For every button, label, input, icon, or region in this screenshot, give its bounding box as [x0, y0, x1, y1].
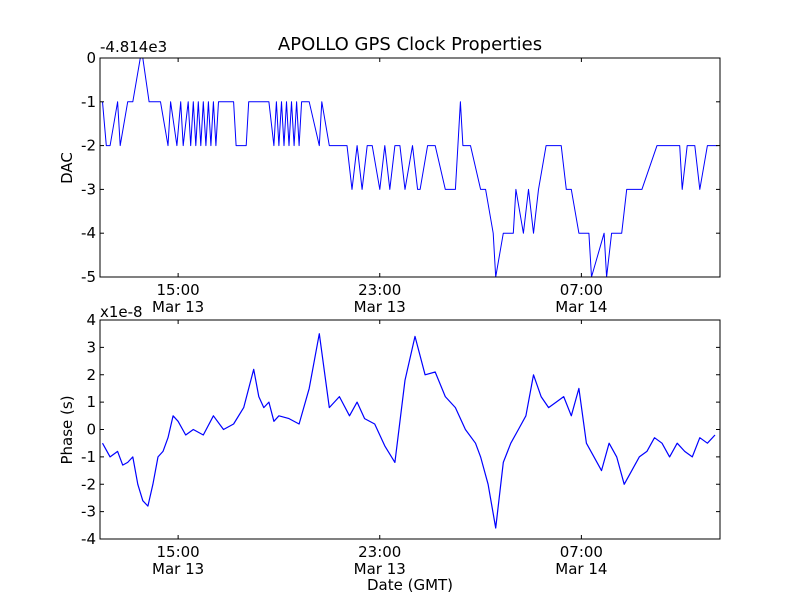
x-tick-label: 15:00 — [157, 281, 200, 299]
y-tick-label: -2 — [81, 475, 96, 493]
bottom-y-offset-label: x1e-8 — [100, 303, 143, 321]
x-tick-label: Mar 13 — [354, 560, 406, 578]
top-y-offset-label: -4.814e3 — [100, 38, 167, 56]
plot-frame — [99, 57, 721, 278]
y-tick-label: 4 — [86, 311, 96, 329]
x-tick-label: Mar 13 — [152, 560, 204, 578]
x-tick-label: 23:00 — [358, 281, 401, 299]
y-tick-label: -2 — [81, 137, 96, 155]
series-line — [102, 57, 718, 278]
x-tick-label: 23:00 — [358, 543, 401, 561]
y-tick-label: -5 — [81, 268, 96, 286]
x-tick-label: Mar 14 — [555, 560, 607, 578]
y-tick-label: 1 — [86, 393, 96, 411]
x-tick-label: 07:00 — [560, 543, 603, 561]
x-tick-label: 15:00 — [157, 543, 200, 561]
x-tick-label: Mar 14 — [555, 298, 607, 316]
y-tick-label: 0 — [86, 49, 96, 67]
y-tick-label: -4 — [81, 224, 96, 242]
x-axis-label: Date (GMT) — [367, 576, 453, 594]
y-axis-label: DAC — [58, 152, 76, 184]
y-tick-label: -3 — [81, 180, 96, 198]
x-tick-label: 07:00 — [560, 281, 603, 299]
y-tick-label: -4 — [81, 530, 96, 548]
x-tick-label: Mar 13 — [354, 298, 406, 316]
series-line — [101, 333, 716, 529]
y-tick-label: 2 — [86, 366, 96, 384]
y-axis-label: Phase (s) — [58, 395, 76, 464]
y-tick-label: -1 — [81, 448, 96, 466]
chart-title: APOLLO GPS Clock Properties — [278, 34, 542, 55]
y-tick-label: -3 — [81, 503, 96, 521]
y-tick-label: -1 — [81, 93, 96, 111]
x-tick-label: Mar 13 — [152, 298, 204, 316]
y-tick-label: 0 — [86, 421, 96, 439]
y-tick-label: 3 — [86, 338, 96, 356]
